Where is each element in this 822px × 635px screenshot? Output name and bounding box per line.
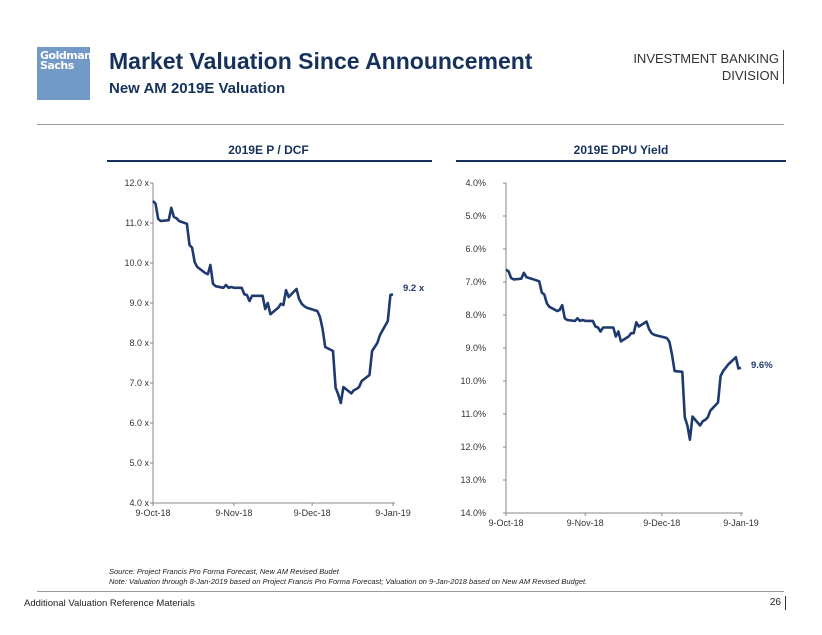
y-tick-label: 5.0% <box>465 211 486 221</box>
division-line2: DIVISION <box>721 68 779 83</box>
x-tick-label: 9-Nov-18 <box>567 518 604 528</box>
y-tick-label: 11.0 x <box>125 218 149 228</box>
x-tick-label: 9-Dec-18 <box>643 518 680 528</box>
y-tick-label: 6.0 x <box>129 418 149 428</box>
y-tick-label: 4.0 x <box>129 498 149 508</box>
page-subtitle: New AM 2019E Valuation <box>109 80 286 97</box>
x-tick-label: 9-Nov-18 <box>215 508 252 518</box>
x-tick-label: 9-Oct-18 <box>135 508 170 518</box>
y-tick-label: 8.0% <box>465 310 486 320</box>
y-tick-label: 10.0% <box>460 376 486 386</box>
footer-section-label: Additional Valuation Reference Materials <box>24 598 195 609</box>
y-tick-label: 13.0% <box>460 475 486 485</box>
x-tick-label: 9-Jan-19 <box>375 508 411 518</box>
y-tick-label: 9.0% <box>465 343 486 353</box>
y-tick-label: 10.0 x <box>124 258 149 268</box>
y-tick-label: 11.0% <box>461 409 486 419</box>
valuation-note: Note: Valuation through 8-Jan-2019 based… <box>109 577 588 586</box>
source-note: Source: Project Francis Pro Forma Foreca… <box>109 567 339 576</box>
y-tick-label: 9.0 x <box>129 298 149 308</box>
y-tick-label: 6.0% <box>465 244 486 254</box>
y-tick-label: 14.0% <box>460 508 486 518</box>
header-divider <box>37 124 784 125</box>
chart-title-pdcf: 2019E P / DCF <box>228 143 309 157</box>
series-line <box>152 200 394 405</box>
end-value-label: 9.6% <box>751 360 773 371</box>
division-label: INVESTMENT BANKING DIVISION <box>633 50 784 84</box>
page-number: 26 <box>770 596 786 610</box>
y-tick-label: 4.0% <box>465 178 486 188</box>
series-line <box>505 268 742 442</box>
goldman-sachs-logo: Goldman Sachs <box>37 47 92 100</box>
y-tick-label: 12.0 x <box>124 178 149 188</box>
y-tick-label: 7.0 x <box>129 378 149 388</box>
chart-rule-dpu-yield <box>456 160 786 162</box>
y-tick-label: 12.0% <box>460 442 486 452</box>
chart-title-dpu-yield: 2019E DPU Yield <box>573 143 669 157</box>
end-value-label: 9.2 x <box>403 283 425 294</box>
page-title: Market Valuation Since Announcement <box>109 48 533 74</box>
x-tick-label: 9-Dec-18 <box>294 508 331 518</box>
logo-line2: Sachs <box>40 59 74 72</box>
x-tick-label: 9-Jan-19 <box>723 518 759 528</box>
division-line1: INVESTMENT BANKING <box>633 51 779 66</box>
x-tick-label: 9-Oct-18 <box>488 518 523 528</box>
y-tick-label: 5.0 x <box>129 458 149 468</box>
chart-rule-pdcf <box>107 160 432 162</box>
footer-divider <box>37 591 784 592</box>
y-tick-label: 7.0% <box>465 277 486 287</box>
logo-line1: Goldman <box>40 49 92 62</box>
y-tick-label: 8.0 x <box>129 338 149 348</box>
